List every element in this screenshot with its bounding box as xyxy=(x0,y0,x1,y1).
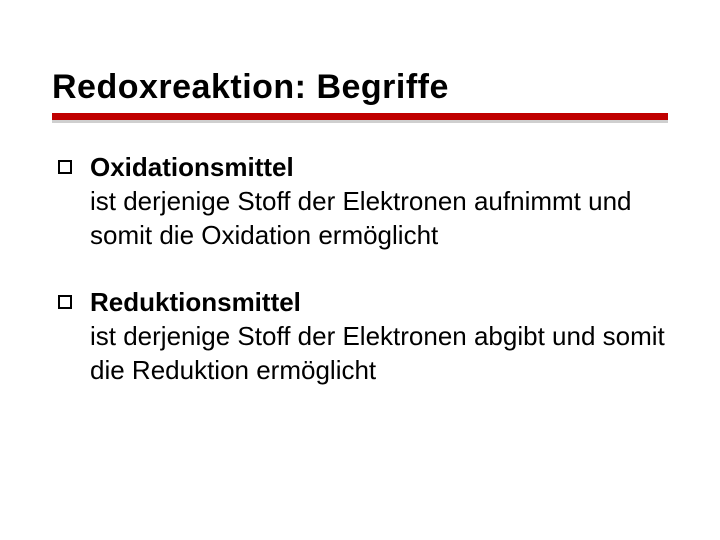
definition-text: ist derjenige Stoff der Elektronen aufni… xyxy=(90,184,668,253)
term-label: Reduktionsmittel xyxy=(90,286,668,319)
term-label: Oxidationsmittel xyxy=(90,151,668,184)
square-bullet-icon xyxy=(58,295,72,309)
title-rule-shadow xyxy=(52,120,668,123)
title-rule xyxy=(52,113,668,120)
definition-text: ist derjenige Stoff der Elektronen abgib… xyxy=(90,319,668,388)
content-area: Oxidationsmittel ist derjenige Stoff der… xyxy=(52,151,668,387)
slide-title: Redoxreaktion: Begriffe xyxy=(52,68,668,107)
list-item-body: Reduktionsmittel ist derjenige Stoff der… xyxy=(90,286,668,387)
list-item: Reduktionsmittel ist derjenige Stoff der… xyxy=(58,286,668,387)
square-bullet-icon xyxy=(58,160,72,174)
slide: Redoxreaktion: Begriffe Oxidationsmittel… xyxy=(0,0,720,540)
list-item-body: Oxidationsmittel ist derjenige Stoff der… xyxy=(90,151,668,252)
list-item: Oxidationsmittel ist derjenige Stoff der… xyxy=(58,151,668,252)
